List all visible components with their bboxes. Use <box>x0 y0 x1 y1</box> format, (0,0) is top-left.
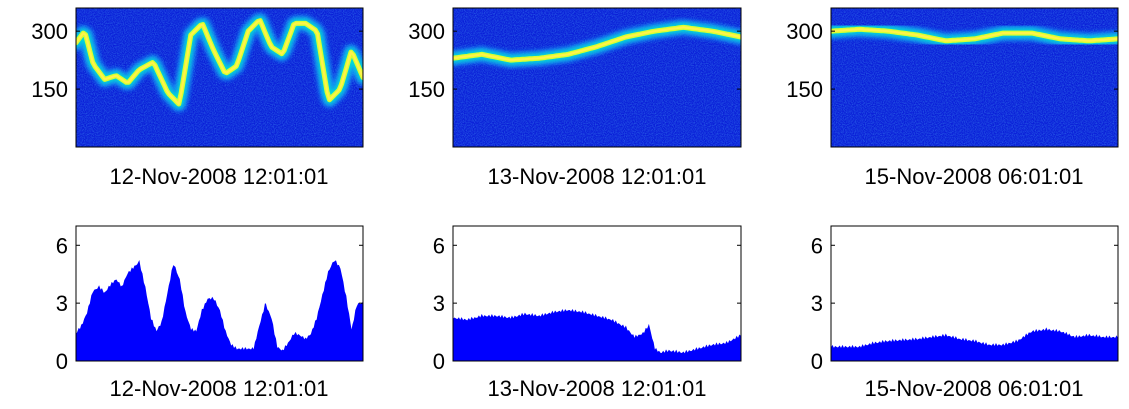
y-tick-label: 150 <box>31 77 68 102</box>
heatmap-panel-3: 150 300 <box>786 7 1119 148</box>
area-fill <box>831 327 1118 361</box>
area-panel-3: 0 3 6 <box>811 225 1119 374</box>
axes-frame <box>75 7 364 148</box>
area-fill <box>453 308 741 361</box>
axes-frame <box>452 225 742 362</box>
y-tick-label: 300 <box>408 19 445 44</box>
y-tick-label: 150 <box>408 77 445 102</box>
y-tick-label: 3 <box>811 291 823 316</box>
axes-frame <box>830 225 1119 362</box>
panel-2-top-date: 13-Nov-2008 12:01:01 <box>488 164 707 189</box>
y-tick-label: 6 <box>811 233 823 258</box>
axes-frame <box>830 7 1119 148</box>
area-fill <box>76 259 363 361</box>
y-tick-label: 0 <box>811 349 823 374</box>
y-tick-label: 3 <box>433 291 445 316</box>
y-tick-label: 3 <box>56 291 68 316</box>
y-tick-label: 300 <box>786 19 823 44</box>
heatmap-panel-2: 150 300 <box>408 7 742 148</box>
area-panel-2: 0 3 6 <box>433 225 742 374</box>
y-tick-label: 6 <box>56 233 68 258</box>
y-tick-label: 150 <box>786 77 823 102</box>
heatmap-ridge-band-4 <box>453 26 741 62</box>
heatmap-panel-1: 150 300 <box>31 7 364 148</box>
axes-frame <box>452 7 742 148</box>
y-tick-label: 0 <box>433 349 445 374</box>
y-tick-label: 0 <box>56 349 68 374</box>
y-tick-label: 300 <box>31 19 68 44</box>
panel-3-bottom-date: 15-Nov-2008 06:01:01 <box>865 376 1084 401</box>
panel-1-top-date: 12-Nov-2008 12:01:01 <box>110 164 329 189</box>
panel-1-bottom-date: 12-Nov-2008 12:01:01 <box>110 376 329 401</box>
panel-2-bottom-date: 13-Nov-2008 12:01:01 <box>488 376 707 401</box>
heatmap-ridge-band-4 <box>76 19 363 106</box>
area-panel-1: 0 3 6 <box>56 225 364 374</box>
axes-frame <box>75 225 364 362</box>
panel-3-top-date: 15-Nov-2008 06:01:01 <box>865 164 1084 189</box>
heatmap-ridge-band-4 <box>831 28 1118 42</box>
y-tick-label: 6 <box>433 233 445 258</box>
